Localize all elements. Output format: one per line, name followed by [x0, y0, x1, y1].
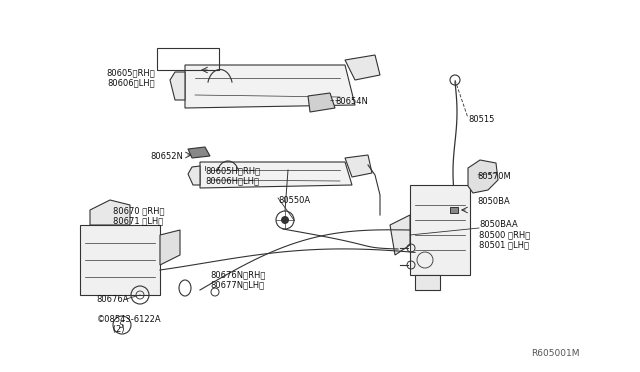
Text: 80652N: 80652N [150, 152, 183, 161]
Text: 80676N〈RH〉
80677N〈LH〉: 80676N〈RH〉 80677N〈LH〉 [210, 270, 266, 289]
Text: S: S [119, 321, 125, 330]
Text: 80676A: 80676A [96, 295, 129, 304]
Polygon shape [345, 155, 372, 177]
Polygon shape [90, 200, 130, 225]
Polygon shape [200, 162, 352, 188]
Polygon shape [468, 160, 498, 193]
Text: ©08543-6122A
      (2): ©08543-6122A (2) [97, 315, 162, 334]
Text: 8050BA: 8050BA [477, 197, 509, 206]
Circle shape [281, 216, 289, 224]
Text: 8050BAA
80500 〈RH〉
80501 〈LH〉: 8050BAA 80500 〈RH〉 80501 〈LH〉 [479, 220, 531, 250]
Polygon shape [185, 65, 355, 108]
Polygon shape [188, 147, 210, 158]
Bar [157, 48, 219, 70]
Polygon shape [160, 230, 180, 265]
Text: 80550A: 80550A [278, 196, 310, 205]
Text: R605001M: R605001M [531, 349, 580, 358]
Polygon shape [415, 275, 440, 290]
Bar [410, 185, 470, 275]
Polygon shape [308, 93, 335, 112]
Text: 80515: 80515 [468, 115, 494, 124]
Text: 80654N: 80654N [335, 97, 368, 106]
Text: 80570M: 80570M [477, 172, 511, 181]
Polygon shape [390, 215, 410, 255]
Polygon shape [170, 72, 185, 100]
Text: 80605H〈RH〉
80606H〈LH〉: 80605H〈RH〉 80606H〈LH〉 [205, 166, 260, 185]
Polygon shape [188, 166, 200, 185]
Bar [450, 207, 458, 213]
Polygon shape [345, 55, 380, 80]
Text: 80605〈RH〉
80606〈LH〉: 80605〈RH〉 80606〈LH〉 [106, 68, 155, 87]
Bar [80, 225, 160, 295]
Text: 80670 〈RH〉
80671 〈LH〉: 80670 〈RH〉 80671 〈LH〉 [113, 206, 164, 225]
